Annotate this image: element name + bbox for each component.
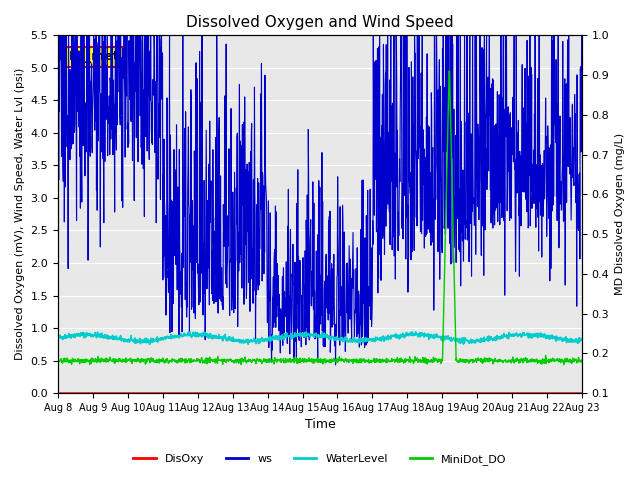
Text: EE_met: EE_met [68, 50, 119, 63]
Title: Dissolved Oxygen and Wind Speed: Dissolved Oxygen and Wind Speed [186, 15, 454, 30]
Y-axis label: MD Dissolved Oxygen (mg/L): MD Dissolved Oxygen (mg/L) [615, 133, 625, 295]
X-axis label: Time: Time [305, 419, 335, 432]
Legend: DisOxy, ws, WaterLevel, MiniDot_DO: DisOxy, ws, WaterLevel, MiniDot_DO [129, 450, 511, 469]
Y-axis label: Dissolved Oxygen (mV), Wind Speed, Water Lvl (psi): Dissolved Oxygen (mV), Wind Speed, Water… [15, 68, 25, 360]
